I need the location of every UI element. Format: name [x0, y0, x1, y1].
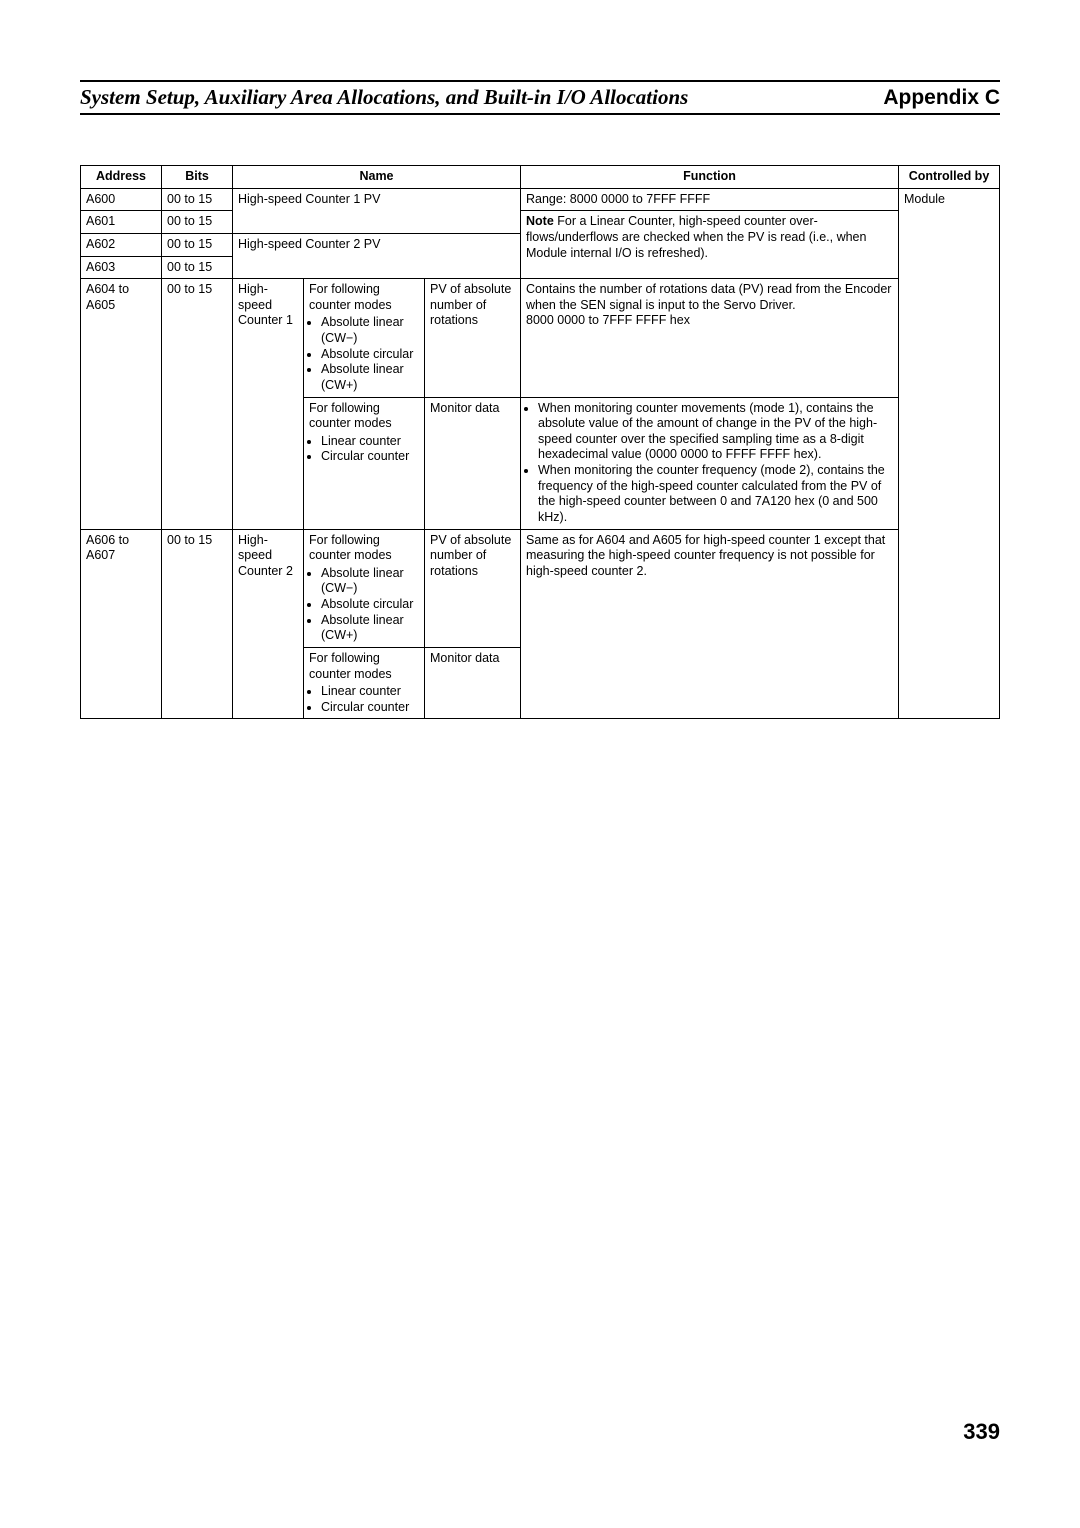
modes-intro: For following counter modes — [309, 533, 419, 564]
cell-address: A606 to A607 — [81, 529, 162, 719]
cell-function: Same as for A604 and A605 for high-speed… — [521, 529, 899, 719]
note-label: Note — [526, 214, 554, 228]
table-row: A600 00 to 15 High-speed Counter 1 PV Ra… — [81, 188, 1000, 211]
cell-pv: Monitor data — [425, 397, 521, 529]
modes-bullet: Absolute linear (CW−) — [321, 566, 419, 597]
func-line: Contains the number of rotations data (P… — [526, 282, 893, 313]
cell-pv: PV of absolute number of rotations — [425, 529, 521, 647]
cell-function: Range: 8000 0000 to 7FFF FFFF — [521, 188, 899, 211]
modes-bullet: Absolute linear (CW+) — [321, 362, 419, 393]
table-header-row: Address Bits Name Function Controlled by — [81, 166, 1000, 189]
cell-pv: Monitor data — [425, 647, 521, 719]
cell-controlled-by: Module — [899, 188, 1000, 719]
col-name: Name — [233, 166, 521, 189]
modes-bullet: Linear counter — [321, 684, 419, 700]
col-bits: Bits — [162, 166, 233, 189]
col-controlled-by: Controlled by — [899, 166, 1000, 189]
cell-address: A603 — [81, 256, 162, 279]
cell-modes: For following counter modes Linear count… — [304, 647, 425, 719]
modes-intro: For following counter modes — [309, 401, 419, 432]
cell-function: Contains the number of rotations data (P… — [521, 279, 899, 397]
cell-address: A602 — [81, 233, 162, 256]
note-text1: For a Linear Counter, high-speed counter… — [554, 214, 818, 228]
note-text2: flows/underflows are checked when the PV… — [526, 230, 866, 260]
cell-bits: 00 to 15 — [162, 188, 233, 211]
table-row: A601 00 to 15 Note For a Linear Counter,… — [81, 211, 1000, 234]
modes-intro: For following counter modes — [309, 651, 419, 682]
cell-bits: 00 to 15 — [162, 233, 233, 256]
func-bullet: When monitoring counter movements (mode … — [538, 401, 893, 464]
col-address: Address — [81, 166, 162, 189]
cell-pv: PV of absolute number of rotations — [425, 279, 521, 397]
page-header: System Setup, Auxiliary Area Allocations… — [80, 80, 1000, 115]
table-row: A604 to A605 00 to 15 High-speed Counter… — [81, 279, 1000, 397]
modes-bullet: Linear counter — [321, 434, 419, 450]
cell-name: High-speed Counter 1 PV — [233, 188, 521, 233]
cell-function: Note For a Linear Counter, high-speed co… — [521, 211, 899, 279]
page-number: 339 — [80, 1419, 1000, 1445]
modes-bullet: Absolute linear (CW−) — [321, 315, 419, 346]
cell-modes: For following counter modes Linear count… — [304, 397, 425, 529]
cell-address: A604 to A605 — [81, 279, 162, 529]
cell-bits: 00 to 15 — [162, 211, 233, 234]
cell-address: A601 — [81, 211, 162, 234]
allocations-table: Address Bits Name Function Controlled by… — [80, 165, 1000, 719]
appendix-label: Appendix C — [883, 86, 1000, 110]
modes-bullet: Circular counter — [321, 700, 419, 716]
func-bullet: When monitoring the counter frequency (m… — [538, 463, 893, 526]
cell-counter: High-speed Counter 1 — [233, 279, 304, 529]
cell-name: High-speed Counter 2 PV — [233, 233, 521, 278]
cell-counter: High-speed Counter 2 — [233, 529, 304, 719]
modes-bullet: Absolute linear (CW+) — [321, 613, 419, 644]
func-line: 8000 0000 to 7FFF FFFF hex — [526, 313, 893, 329]
cell-modes: For following counter modes Absolute lin… — [304, 529, 425, 647]
cell-address: A600 — [81, 188, 162, 211]
cell-bits: 00 to 15 — [162, 256, 233, 279]
col-function: Function — [521, 166, 899, 189]
modes-bullet: Absolute circular — [321, 347, 419, 363]
cell-modes: For following counter modes Absolute lin… — [304, 279, 425, 397]
modes-bullet: Absolute circular — [321, 597, 419, 613]
modes-intro: For following counter modes — [309, 282, 419, 313]
table-row: A606 to A607 00 to 15 High-speed Counter… — [81, 529, 1000, 647]
cell-bits: 00 to 15 — [162, 279, 233, 529]
cell-bits: 00 to 15 — [162, 529, 233, 719]
cell-function: When monitoring counter movements (mode … — [521, 397, 899, 529]
modes-bullet: Circular counter — [321, 449, 419, 465]
section-title: System Setup, Auxiliary Area Allocations… — [80, 85, 688, 110]
